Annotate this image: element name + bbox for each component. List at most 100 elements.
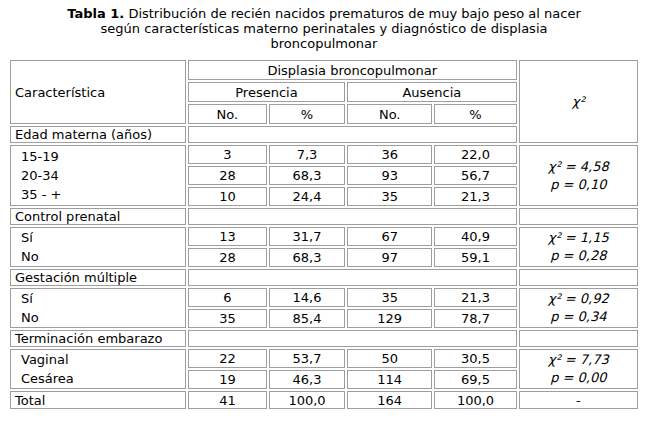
data-table: Característica Displasia broncopulmonar … bbox=[8, 58, 640, 411]
header-absence: Ausencia bbox=[347, 82, 517, 102]
empty-cell bbox=[188, 330, 517, 347]
data-cell: 24,4 bbox=[269, 187, 345, 206]
data-cell: 6 bbox=[188, 288, 267, 307]
article-page: Tabla 1. Distribución de recién nacidos … bbox=[0, 0, 648, 428]
section-row-control-prenatal: Control prenatal bbox=[10, 208, 638, 225]
data-cell: 28 bbox=[188, 166, 267, 185]
data-cell: 35 bbox=[188, 309, 267, 328]
header-pct-absence: % bbox=[434, 104, 516, 124]
data-cell: 129 bbox=[347, 309, 432, 328]
row-label: Sí bbox=[21, 289, 181, 308]
data-cell: 78,7 bbox=[434, 309, 516, 328]
header-no-presence: No. bbox=[188, 104, 267, 124]
data-cell: 69,5 bbox=[434, 370, 516, 389]
section-label: Edad materna (años) bbox=[10, 126, 186, 143]
total-cell: 164 bbox=[347, 391, 432, 409]
chi-value: χ² = 1,15 bbox=[524, 229, 633, 247]
empty-cell bbox=[519, 208, 638, 225]
section-label: Gestación múltiple bbox=[10, 269, 186, 286]
data-cell: 21,3 bbox=[434, 288, 516, 307]
row-label: 20-34 bbox=[21, 166, 181, 185]
table-title-number: Tabla 1. bbox=[67, 6, 124, 21]
data-cell: 97 bbox=[347, 248, 432, 267]
row-label: No bbox=[21, 247, 181, 266]
data-cell: 30,5 bbox=[434, 349, 516, 368]
data-cell: 50 bbox=[347, 349, 432, 368]
data-cell: 22 bbox=[188, 349, 267, 368]
row-labels-cell: Sí No bbox=[10, 227, 186, 267]
data-cell: 53,7 bbox=[269, 349, 345, 368]
data-cell: 21,3 bbox=[434, 187, 516, 206]
data-cell: 56,7 bbox=[434, 166, 516, 185]
row-labels-cell: Sí No bbox=[10, 288, 186, 328]
data-cell: 35 bbox=[347, 288, 432, 307]
section-row-terminacion-embarazo: Terminación embarazo bbox=[10, 330, 638, 347]
row-label: Cesárea bbox=[21, 369, 181, 388]
empty-cell bbox=[519, 330, 638, 347]
data-row: Vaginal Cesárea 22 53,7 50 30,5 χ² = 7,7… bbox=[10, 349, 638, 368]
p-value: p = 0,34 bbox=[524, 308, 633, 326]
total-cell: 100,0 bbox=[434, 391, 516, 409]
chi-cell: χ² = 1,15 p = 0,28 bbox=[519, 227, 638, 267]
row-label: 15-19 bbox=[21, 147, 181, 166]
data-cell: 46,3 bbox=[269, 370, 345, 389]
total-row: Total 41 100,0 164 100,0 - bbox=[10, 391, 638, 409]
data-cell: 40,9 bbox=[434, 227, 516, 246]
data-cell: 93 bbox=[347, 166, 432, 185]
data-row: Sí No 6 14,6 35 21,3 χ² = 0,92 p = 0,34 bbox=[10, 288, 638, 307]
data-cell: 35 bbox=[347, 187, 432, 206]
data-cell: 7,3 bbox=[269, 145, 345, 164]
chi-cell: χ² = 7,73 p = 0,00 bbox=[519, 349, 638, 389]
row-labels-cell: 15-19 20-34 35 - + bbox=[10, 145, 186, 206]
section-row-gestacion-multiple: Gestación múltiple bbox=[10, 269, 638, 286]
row-labels-cell: Vaginal Cesárea bbox=[10, 349, 186, 389]
data-cell: 28 bbox=[188, 248, 267, 267]
row-label: Vaginal bbox=[21, 350, 181, 369]
header-chi-squared: χ² bbox=[519, 60, 638, 143]
empty-cell bbox=[188, 208, 517, 225]
row-label: No bbox=[21, 308, 181, 327]
data-cell: 36 bbox=[347, 145, 432, 164]
chi-value: χ² = 4,58 bbox=[524, 158, 633, 176]
total-cell: 100,0 bbox=[269, 391, 345, 409]
section-label: Terminación embarazo bbox=[10, 330, 186, 347]
chi-cell: χ² = 0,92 p = 0,34 bbox=[519, 288, 638, 328]
section-label: Control prenatal bbox=[10, 208, 186, 225]
row-label: 35 - + bbox=[21, 185, 181, 204]
data-cell: 85,4 bbox=[269, 309, 345, 328]
data-cell: 13 bbox=[188, 227, 267, 246]
chi-cell: χ² = 4,58 p = 0,10 bbox=[519, 145, 638, 206]
data-cell: 59,1 bbox=[434, 248, 516, 267]
p-value: p = 0,00 bbox=[524, 369, 633, 387]
data-cell: 114 bbox=[347, 370, 432, 389]
header-group: Displasia broncopulmonar bbox=[188, 60, 517, 80]
header-row-1: Característica Displasia broncopulmonar … bbox=[10, 60, 638, 80]
total-label: Total bbox=[10, 391, 186, 409]
total-chi-cell: - bbox=[519, 391, 638, 409]
table-title-line1: Distribución de recién nacidos prematuro… bbox=[128, 6, 580, 21]
table-title: Tabla 1. Distribución de recién nacidos … bbox=[0, 0, 648, 51]
data-row: Sí No 13 31,7 67 40,9 χ² = 1,15 p = 0,28 bbox=[10, 227, 638, 246]
data-cell: 19 bbox=[188, 370, 267, 389]
data-cell: 68,3 bbox=[269, 248, 345, 267]
data-cell: 10 bbox=[188, 187, 267, 206]
empty-cell bbox=[188, 269, 517, 286]
data-row: 15-19 20-34 35 - + 3 7,3 36 22,0 χ² = 4,… bbox=[10, 145, 638, 164]
data-cell: 14,6 bbox=[269, 288, 345, 307]
data-cell: 22,0 bbox=[434, 145, 516, 164]
empty-cell bbox=[188, 126, 517, 143]
data-cell: 67 bbox=[347, 227, 432, 246]
chi-value: χ² = 7,73 bbox=[524, 351, 633, 369]
empty-cell bbox=[519, 269, 638, 286]
p-value: p = 0,28 bbox=[524, 247, 633, 265]
data-cell: 31,7 bbox=[269, 227, 345, 246]
data-cell: 3 bbox=[188, 145, 267, 164]
table-title-line3: broncopulmonar bbox=[271, 36, 378, 51]
data-cell: 68,3 bbox=[269, 166, 345, 185]
header-characteristic: Característica bbox=[10, 60, 186, 124]
total-cell: 41 bbox=[188, 391, 267, 409]
header-no-absence: No. bbox=[347, 104, 432, 124]
header-pct-presence: % bbox=[269, 104, 345, 124]
table-title-line2: según características materno perinatale… bbox=[101, 21, 548, 36]
header-presence: Presencia bbox=[188, 82, 345, 102]
